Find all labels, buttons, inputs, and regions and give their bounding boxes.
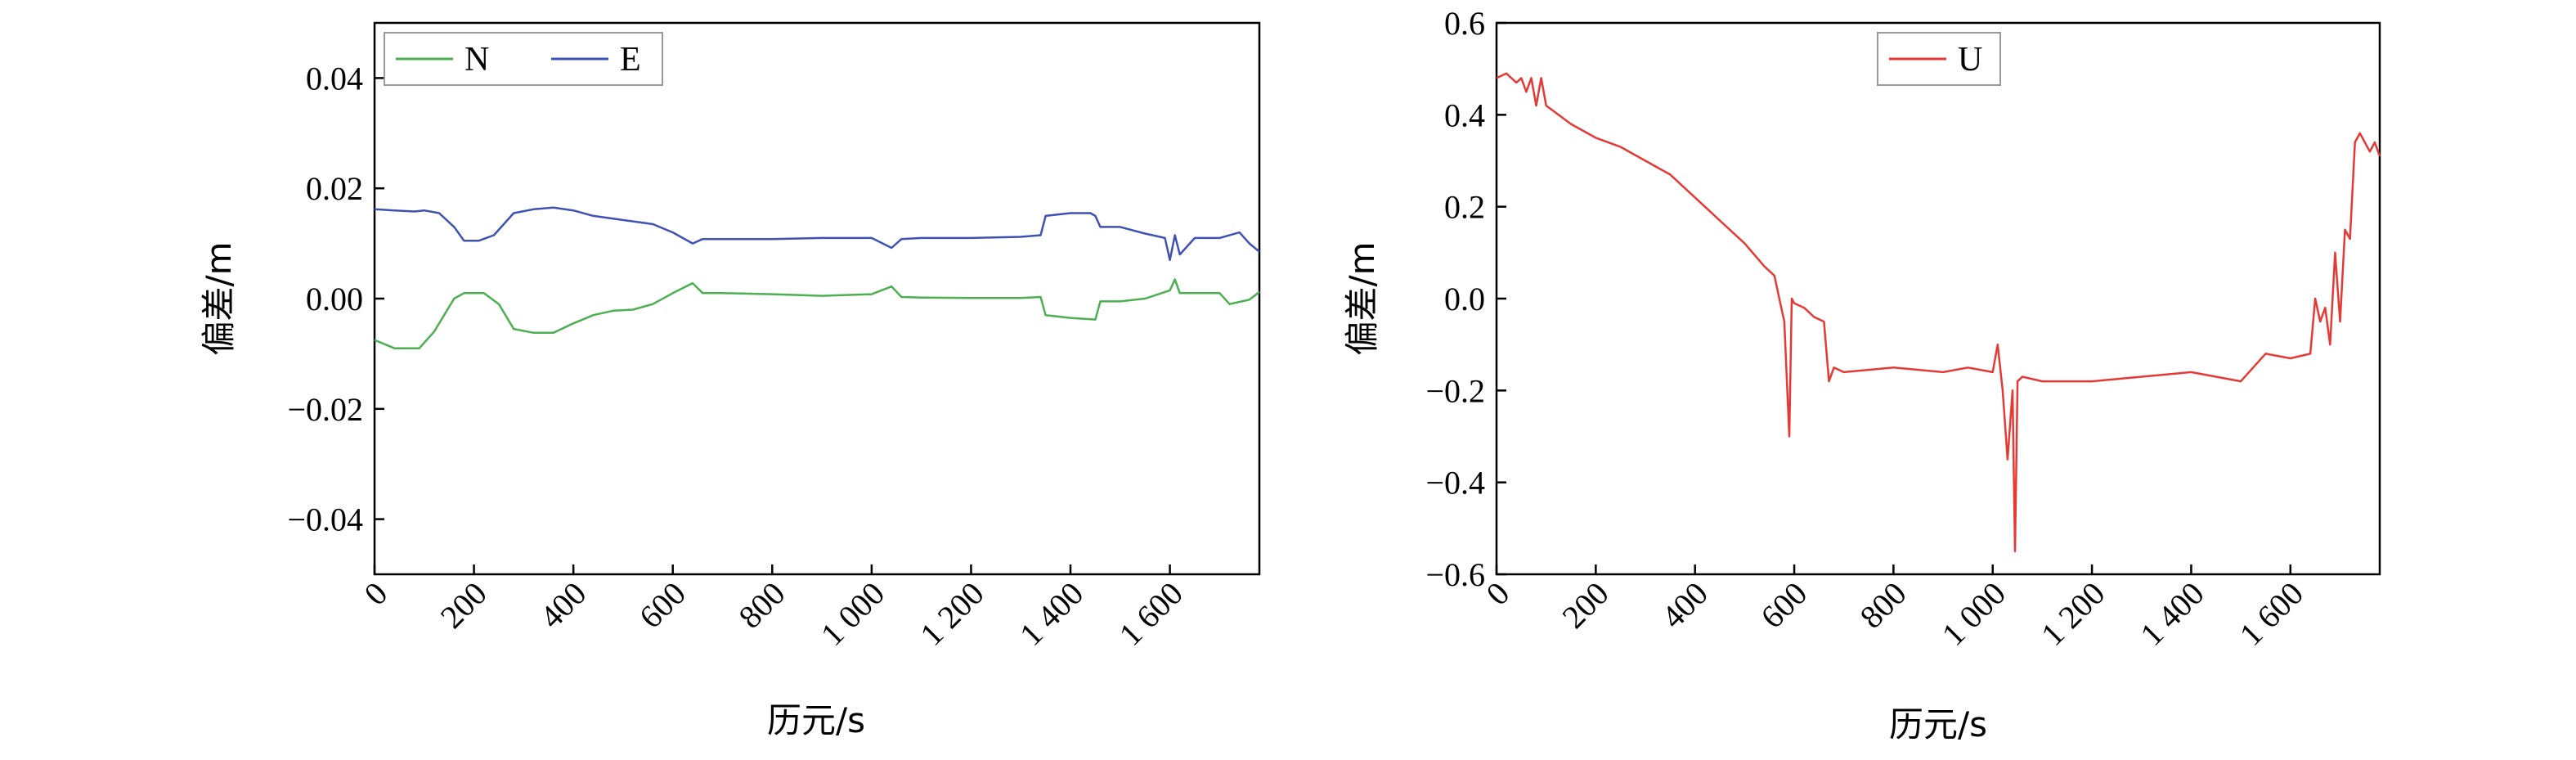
y-tick-label: 0.0 xyxy=(1444,281,1485,317)
x-tick-label: 1 600 xyxy=(2233,575,2310,653)
x-tick-label: 400 xyxy=(1654,575,1715,636)
series-lines-right xyxy=(1496,72,2381,553)
x-tick-label: 800 xyxy=(1853,575,1914,636)
series-line-e xyxy=(374,206,1260,262)
series-line-n xyxy=(374,278,1260,349)
x-tick-label: 400 xyxy=(532,575,593,636)
y-tick-label: −0.6 xyxy=(1425,556,1485,593)
y-tick-label: −0.04 xyxy=(287,501,363,538)
x-tick-label: 1 400 xyxy=(2133,575,2210,653)
x-tick-label: 0 xyxy=(1479,575,1516,613)
x-ticks-right: 0 200 400 600 800 1 000 1 200 1 400 1 600 xyxy=(1479,564,2310,653)
x-tick-label: 0 xyxy=(357,575,394,613)
x-tick-label: 1 400 xyxy=(1012,575,1090,653)
y-ticks-right: −0.6 −0.4 −0.2 0.0 0.2 0.4 0.6 xyxy=(1425,5,1506,593)
y-tick-label: 0.00 xyxy=(306,281,363,317)
x-tick-label: 600 xyxy=(632,575,693,636)
legend-label-e: E xyxy=(620,41,641,79)
y-tick-label: −0.4 xyxy=(1425,465,1485,501)
y-tick-label: 0.04 xyxy=(306,60,363,97)
legend-right: U xyxy=(1877,32,2001,86)
x-tick-label: 1 000 xyxy=(1935,575,2013,653)
x-axis-title-left: 历元/s xyxy=(767,700,865,740)
x-axis-title-right: 历元/s xyxy=(1889,704,1987,744)
legend-label-u: U xyxy=(1958,41,1982,79)
x-tick-label: 1 600 xyxy=(1111,575,1189,653)
y-tick-label: −0.2 xyxy=(1425,372,1485,409)
plot-frame-left xyxy=(373,21,1261,576)
plot-frame-right xyxy=(1495,21,2381,576)
x-ticks-left: 0 200 400 600 800 1 000 1 200 1 400 1 600 xyxy=(357,564,1190,653)
series-lines-left xyxy=(374,206,1260,349)
y-tick-label: 0.02 xyxy=(306,170,363,207)
x-tick-label: 1 200 xyxy=(913,575,990,653)
y-axis-title-left: 偏差/m xyxy=(199,241,239,355)
chart-ne-deviation: −0.04 −0.02 0.00 0.02 0.04 0 200 400 600 800 1 00… xyxy=(199,21,1261,740)
y-tick-label: −0.02 xyxy=(287,391,363,428)
y-ticks-left: −0.04 −0.02 0.00 0.02 0.04 xyxy=(287,60,384,538)
x-tick-label: 200 xyxy=(1555,575,1615,636)
x-tick-label: 600 xyxy=(1753,575,1814,636)
chart-u-deviation: −0.6 −0.4 −0.2 0.0 0.2 0.4 0.6 0 200 400 600 800 1 … xyxy=(1342,5,2381,744)
y-tick-label: 0.2 xyxy=(1444,189,1485,226)
legend-label-n: N xyxy=(464,41,489,79)
x-tick-label: 1 200 xyxy=(2034,575,2112,653)
series-line-u xyxy=(1496,72,2381,553)
y-tick-label: 0.4 xyxy=(1444,97,1485,133)
x-tick-label: 1 000 xyxy=(814,575,891,653)
x-tick-label: 800 xyxy=(731,575,792,636)
y-axis-title-right: 偏差/m xyxy=(1342,241,1382,355)
x-tick-label: 200 xyxy=(433,575,494,636)
y-tick-label: 0.6 xyxy=(1444,5,1485,42)
